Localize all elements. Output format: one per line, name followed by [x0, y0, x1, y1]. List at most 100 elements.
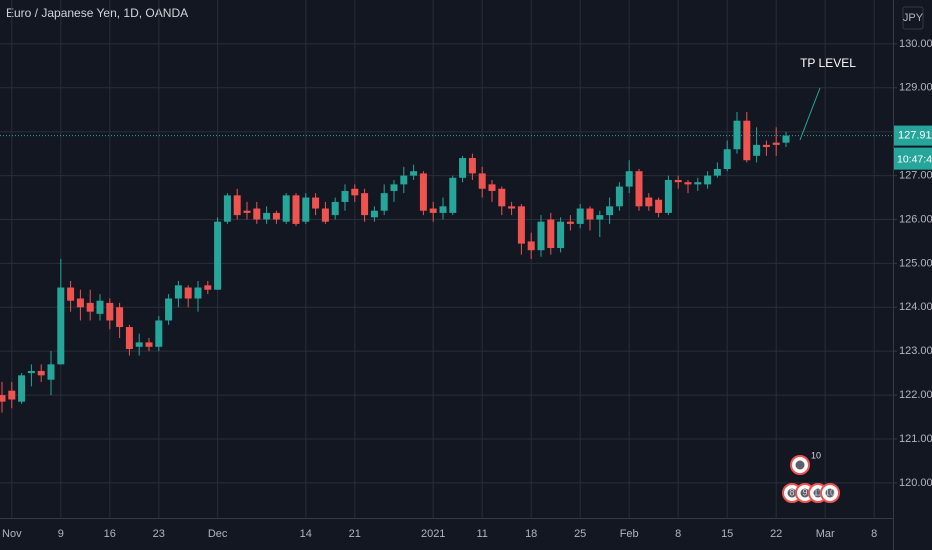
candle-body [194, 287, 202, 299]
currency-box[interactable] [902, 6, 924, 30]
candle-body [233, 195, 241, 216]
event-count: 10 [825, 487, 835, 497]
candle-body [566, 221, 574, 224]
candle-body [263, 212, 271, 220]
candle-body [341, 190, 349, 202]
x-tick-label: 16 [104, 528, 116, 540]
candle-body [27, 370, 35, 374]
candle-body [557, 221, 565, 249]
candle-body [615, 186, 623, 207]
candle-body [135, 342, 143, 347]
last-price-label: 127.911 [898, 130, 932, 142]
x-tick-label: 8 [675, 528, 681, 540]
candle-body [312, 197, 320, 209]
candle-body [772, 142, 780, 145]
candle-body [410, 171, 418, 176]
x-tick-label: Feb [620, 528, 639, 540]
candle-body [321, 208, 329, 222]
y-tick-label: 127.000 [899, 169, 932, 181]
candle-body [223, 195, 231, 222]
candle-body [782, 135, 790, 143]
countdown-label: 10:47:45 [897, 153, 932, 165]
candle-body [704, 175, 712, 185]
event-count: 11 [813, 487, 822, 497]
event-icon [800, 488, 810, 498]
candle-body [478, 173, 486, 189]
x-tick-label: Nov [2, 528, 22, 540]
candle-body [547, 219, 555, 249]
candle-body [370, 210, 378, 218]
y-tick-label: 130.000 [899, 38, 932, 50]
candle-body [694, 182, 702, 185]
event-count: 8 [789, 487, 794, 497]
candle-body [57, 287, 65, 365]
x-tick-label: Mar [816, 528, 835, 540]
candle-body [762, 144, 770, 148]
event-count: 9 [802, 487, 807, 497]
candle-body [625, 171, 633, 187]
candle-body [664, 179, 672, 213]
candle-body [67, 287, 75, 301]
candle-body [214, 221, 222, 290]
candle-body [468, 158, 476, 174]
candle-body [292, 195, 300, 224]
x-tick-label: 8 [871, 528, 877, 540]
candle-body [645, 197, 653, 207]
y-tick-label: 125.000 [899, 257, 932, 269]
candle-body [606, 206, 614, 216]
candle-body [165, 298, 173, 321]
candle-body [380, 193, 388, 211]
candle-body [184, 287, 192, 299]
candle-body [488, 184, 496, 191]
x-tick-label: 15 [721, 528, 733, 540]
candle-body [106, 302, 114, 321]
currency: JPY [903, 12, 924, 24]
candle-body [174, 285, 182, 299]
y-tick-label: 126.000 [899, 213, 932, 225]
y-tick-label: 123.000 [899, 345, 932, 357]
x-tick-label: 18 [525, 528, 537, 540]
candle-body [390, 184, 398, 191]
candle-body [253, 208, 261, 220]
x-tick-label: 2021 [421, 528, 445, 540]
candle-body [498, 188, 506, 207]
candle-body [272, 212, 280, 220]
candle-body [8, 390, 16, 400]
candle-body [125, 327, 133, 349]
candle-body [331, 201, 339, 216]
candle-body [76, 298, 84, 308]
x-tick-label: 14 [300, 528, 312, 540]
candle-body [400, 175, 408, 185]
candle-body [517, 206, 525, 244]
y-tick-label: 129.000 [899, 82, 932, 94]
candle-body [243, 210, 251, 213]
event-icon [787, 488, 797, 498]
candle-body [576, 208, 584, 224]
candle-body [18, 375, 26, 402]
x-tick-label: 25 [574, 528, 586, 540]
candle-body [86, 302, 94, 312]
candle-body [713, 169, 721, 176]
candle-body [439, 206, 447, 213]
x-tick-label: 23 [153, 528, 165, 540]
annotation-line [799, 87, 821, 141]
x-tick-label: 9 [58, 528, 64, 540]
y-tick-label: 121.000 [899, 433, 932, 445]
candle-body [635, 171, 643, 207]
chart-title: Euro / Japanese Yen, 1D, OANDA [6, 6, 188, 20]
candle-body [429, 208, 437, 213]
candle-body [753, 144, 761, 156]
event-icon [813, 488, 823, 498]
candle-body [449, 177, 457, 213]
x-tick-label: Dec [208, 528, 228, 540]
candle-body [508, 206, 516, 209]
candle-body [537, 221, 545, 251]
candle-body [302, 197, 310, 222]
candle-body [0, 395, 6, 402]
candle-body [459, 158, 467, 178]
event-icon [795, 460, 805, 470]
candle-body [155, 320, 163, 347]
candle-body [37, 370, 45, 376]
y-tick-label: 120.000 [899, 477, 932, 489]
